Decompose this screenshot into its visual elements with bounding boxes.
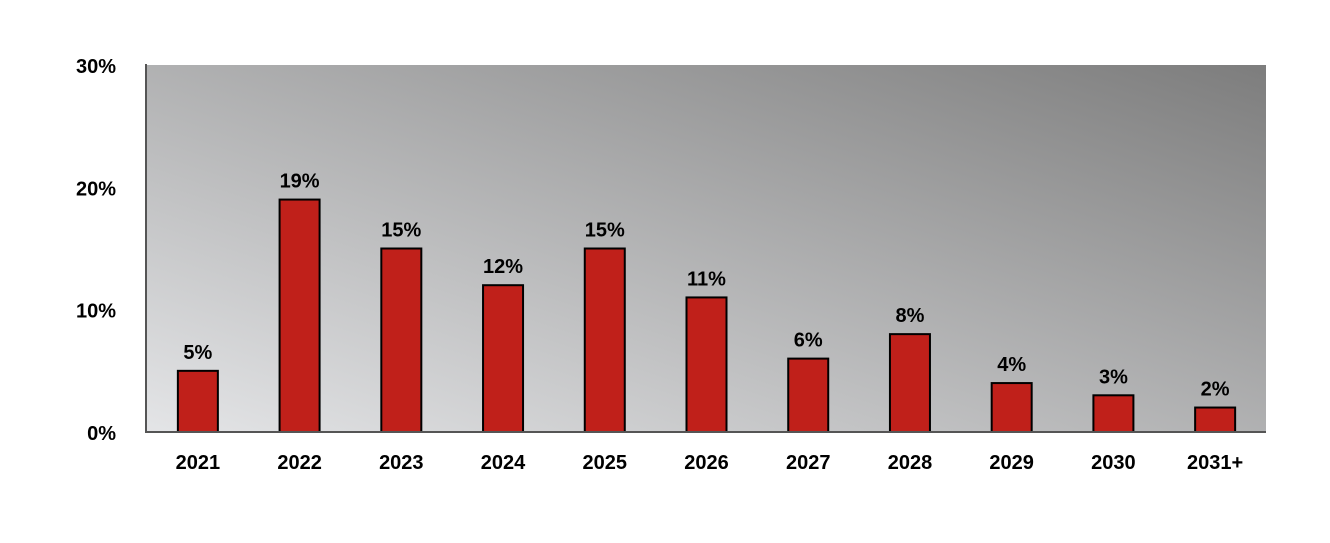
y-tick-label: 30%	[76, 56, 116, 78]
bar-2025	[583, 247, 626, 433]
data-label: 15%	[381, 220, 421, 242]
x-tick-label: 2024	[481, 452, 526, 474]
bar-2024	[482, 284, 525, 434]
bar-2021	[176, 369, 219, 434]
x-tick-label: 2027	[786, 452, 831, 474]
data-label: 19%	[280, 171, 320, 193]
x-tick-label: 2030	[1091, 452, 1136, 474]
x-tick-label: 2025	[583, 452, 628, 474]
x-tick-label: 2031+	[1187, 452, 1243, 474]
data-label: 15%	[585, 220, 625, 242]
data-label: 2%	[1201, 379, 1230, 401]
y-tick-label: 10%	[76, 301, 116, 323]
data-label: 12%	[483, 256, 523, 278]
data-label: 4%	[997, 354, 1026, 376]
bar-2031plus	[1194, 406, 1237, 433]
data-label: 8%	[896, 305, 925, 327]
x-tick-label: 2028	[888, 452, 933, 474]
x-tick-label: 2023	[379, 452, 424, 474]
x-tick-label: 2022	[277, 452, 322, 474]
data-labels: 5% 19% 15% 12% 15% 11% 6% 8% 4% 3% 2%	[183, 171, 1229, 401]
bar-2028	[888, 333, 931, 433]
x-tick-label: 2026	[684, 452, 729, 474]
data-label: 11%	[687, 268, 726, 290]
y-tick-label: 20%	[76, 178, 116, 200]
data-label: 6%	[794, 330, 823, 352]
bar-2027	[787, 357, 830, 434]
y-axis: 0% 10% 20% 30%	[76, 56, 116, 445]
x-tick-label: 2029	[989, 452, 1034, 474]
x-axis: 2021 2022 2023 2024 2025 2026 2027 2028 2029 2030…	[176, 452, 1244, 474]
data-label: 5%	[183, 342, 212, 364]
bar-2029	[990, 382, 1033, 434]
x-tick-label: 2021	[176, 452, 221, 474]
bar-2026	[685, 296, 728, 433]
bar-2030	[1092, 394, 1135, 433]
y-tick-label: 0%	[87, 423, 116, 445]
bar-2023	[380, 247, 423, 433]
bars	[176, 198, 1237, 434]
bar-2022	[278, 198, 321, 433]
data-label: 3%	[1099, 366, 1128, 388]
